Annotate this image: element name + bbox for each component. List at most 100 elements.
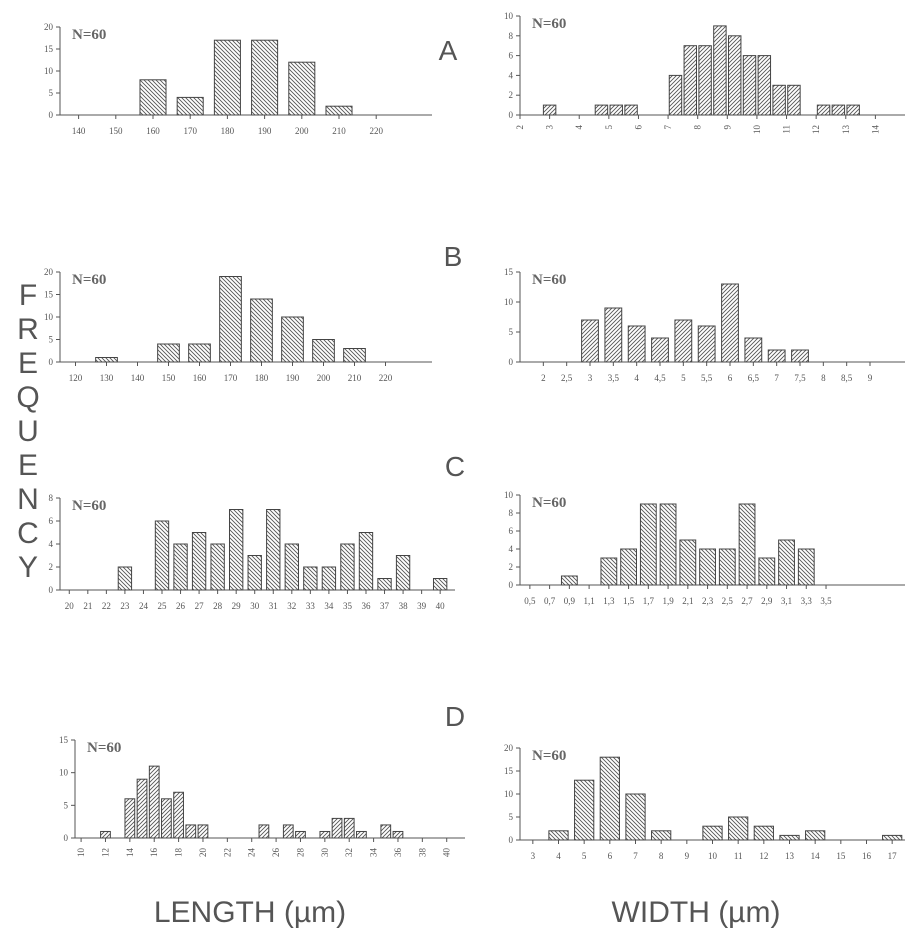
bar (154, 520, 170, 591)
x-tick-label: 16 (862, 851, 872, 861)
bar (609, 104, 623, 116)
y-tick-label: 2 (509, 562, 514, 572)
y-tick-label: 8 (49, 493, 54, 503)
x-tick-label: 3,1 (781, 596, 792, 606)
panel-letter-a: A (439, 35, 458, 66)
x-tick-label: 3,5 (608, 373, 620, 383)
y-tick-label: 0 (49, 110, 54, 120)
x-tick-label: 16 (149, 848, 159, 858)
x-tick-label: 160 (146, 126, 160, 136)
bar (787, 84, 801, 116)
x-tick-label: 140 (131, 373, 145, 383)
bar (624, 104, 638, 116)
bar (651, 337, 669, 363)
x-tick-label: 7 (663, 125, 673, 130)
x-tick-label: 2,9 (761, 596, 773, 606)
bar (266, 509, 281, 591)
bar (639, 503, 657, 586)
y-tick-label: 15 (504, 267, 514, 277)
y-tick-label: 2 (509, 90, 514, 100)
y-tick-label: 15 (44, 290, 54, 300)
x-tick-label: 40 (436, 601, 446, 611)
bar (250, 298, 273, 363)
x-tick-label: 22 (102, 601, 111, 611)
bar (797, 548, 815, 586)
bar (816, 104, 831, 116)
x-tick-label: 27 (195, 601, 205, 611)
x-tick-label: 8 (821, 373, 826, 383)
x-tick-label: 120 (69, 373, 83, 383)
panel-letter-d: D (445, 701, 465, 732)
x-tick-label: 11 (734, 851, 743, 861)
x-tick-label: 0,7 (544, 596, 556, 606)
x-tick-label: 3 (545, 125, 555, 130)
y-tick-label: 10 (44, 66, 54, 76)
x-tick-label: 6 (608, 851, 613, 861)
x-tick-label: 170 (183, 126, 197, 136)
y-tick-label: 2 (49, 562, 54, 572)
x-tick-label: 35 (343, 601, 353, 611)
x-tick-label: 3 (531, 851, 536, 861)
bar (213, 39, 241, 116)
x-tick-label: 8 (693, 125, 703, 130)
chart-d-length: 0 5 10 15 10 12 14 16 18 20 22 24 26 28 30 32 34 36 38 40 N=… (59, 735, 465, 857)
x-tick-label: 36 (393, 848, 403, 858)
y-tick-label: 8 (509, 31, 514, 41)
x-tick-label: 26 (271, 848, 281, 858)
bar (303, 566, 318, 591)
x-tick-label: 6,5 (748, 373, 760, 383)
bar (651, 830, 672, 841)
x-tick-label: 1,7 (643, 596, 655, 606)
y-tick-label: 4 (49, 539, 54, 549)
y-tick-label: 6 (509, 51, 514, 61)
x-tick-label: 1,9 (662, 596, 674, 606)
bar (95, 357, 118, 363)
x-tick-label: 2,5 (561, 373, 573, 383)
bar (343, 348, 366, 363)
bar (188, 343, 211, 363)
bar (176, 96, 204, 116)
y-tick-label: 10 (504, 297, 514, 307)
x-tick-label: 150 (162, 373, 176, 383)
x-tick-label: 5 (582, 851, 587, 861)
x-tick-label: 3,3 (801, 596, 813, 606)
bar (284, 543, 299, 591)
x-tick-label: 0,9 (564, 596, 576, 606)
bar (173, 791, 184, 839)
bar (281, 316, 304, 363)
sample-size-label: N=60 (532, 16, 566, 32)
bar (779, 834, 800, 841)
sample-size-label: N=60 (87, 740, 121, 756)
x-tick-label: 9 (685, 851, 690, 861)
x-tick-label: 26 (176, 601, 186, 611)
y-tick-label: 8 (509, 508, 514, 518)
bar (319, 830, 331, 839)
x-tick-label: 36 (361, 601, 371, 611)
bar (321, 566, 337, 591)
y-tick-label: 0 (509, 580, 514, 590)
bar (191, 532, 207, 591)
bar (753, 825, 774, 841)
bar (697, 325, 716, 363)
x-tick-label: 8 (659, 851, 664, 861)
bar (139, 79, 167, 116)
y-tick-label: 4 (509, 70, 514, 80)
x-tick-label: 22 (222, 848, 232, 857)
y-tick-label: 20 (504, 743, 514, 753)
bar (312, 339, 335, 363)
bar (699, 548, 716, 586)
y-tick-label: 5 (509, 812, 514, 822)
x-tick-label: 29 (232, 601, 242, 611)
x-tick-label: 180 (221, 126, 235, 136)
x-tick-label: 14 (870, 125, 880, 135)
bar (560, 575, 578, 586)
bar (392, 830, 404, 839)
x-tick-label: 3,5 (820, 596, 832, 606)
x-tick-label: 160 (193, 373, 207, 383)
bar (742, 55, 757, 116)
bar (377, 578, 392, 591)
x-tick-label: 13 (785, 851, 795, 861)
bar (574, 779, 595, 841)
